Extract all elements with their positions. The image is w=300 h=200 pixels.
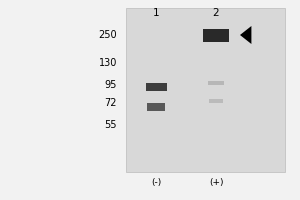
Text: 130: 130 — [99, 58, 117, 68]
Text: (-): (-) — [151, 179, 161, 188]
Text: 250: 250 — [98, 30, 117, 40]
Text: 72: 72 — [104, 98, 117, 108]
Text: 55: 55 — [104, 120, 117, 130]
Bar — [208, 81, 224, 85]
Bar — [126, 8, 285, 172]
Text: 95: 95 — [105, 80, 117, 90]
Text: (+): (+) — [209, 179, 223, 188]
Bar — [146, 83, 167, 91]
Bar — [203, 28, 229, 42]
Polygon shape — [240, 26, 251, 44]
Text: 1: 1 — [153, 8, 159, 18]
Text: 2: 2 — [213, 8, 219, 18]
Bar — [147, 103, 165, 111]
Bar — [209, 99, 223, 103]
